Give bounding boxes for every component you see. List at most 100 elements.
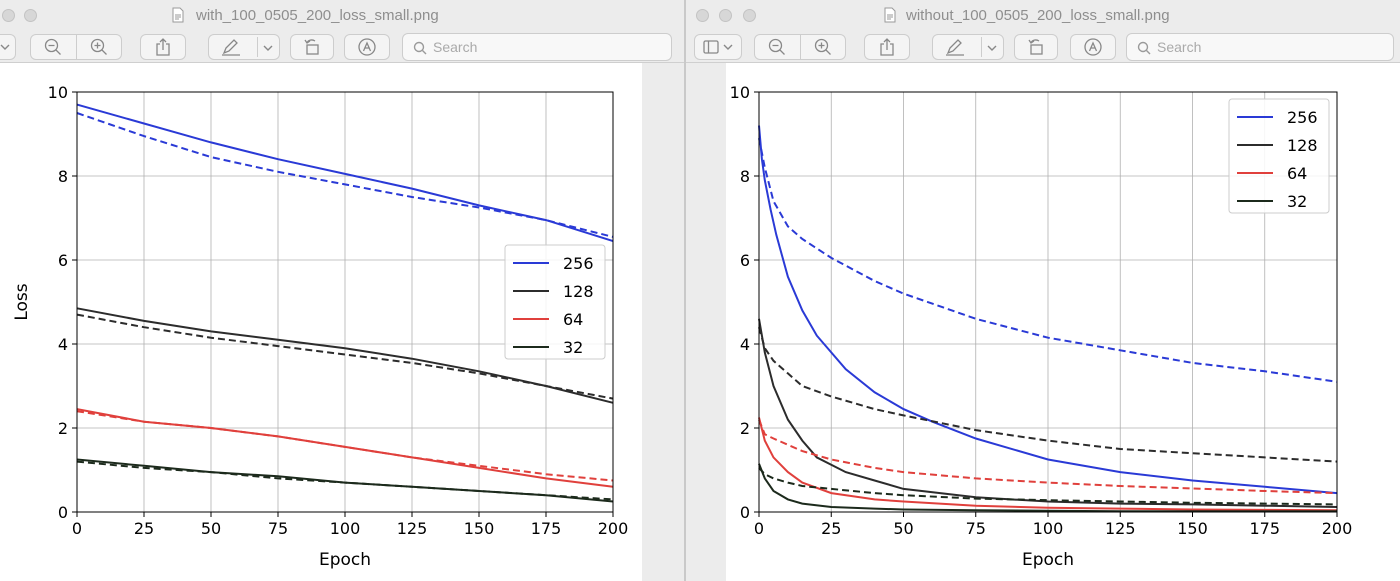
x-tick-label: 200 bbox=[1322, 519, 1353, 538]
x-axis-label: Epoch bbox=[1022, 550, 1074, 570]
legend-box bbox=[504, 244, 606, 360]
chevron-down-icon bbox=[0, 44, 9, 50]
x-tick-label: 125 bbox=[397, 519, 428, 538]
search-placeholder: Search bbox=[433, 39, 478, 55]
y-tick-label: 10 bbox=[48, 83, 68, 102]
y-tick-label: 6 bbox=[58, 251, 68, 270]
x-tick-label: 0 bbox=[754, 519, 764, 538]
toolbar: Search bbox=[686, 32, 1400, 63]
zoom-out-icon bbox=[45, 38, 62, 55]
sidebar-toggle-button[interactable] bbox=[694, 34, 742, 60]
minimize-window-button[interactable] bbox=[719, 9, 732, 22]
sidebar-icon bbox=[703, 40, 719, 54]
series-line-32-dashed bbox=[76, 460, 614, 501]
legend-label: 128 bbox=[563, 282, 594, 301]
document-icon bbox=[884, 7, 896, 23]
document-icon bbox=[172, 7, 184, 23]
window-background-strip bbox=[642, 63, 684, 581]
chevron-down-icon bbox=[263, 45, 273, 51]
zoom-window-button[interactable] bbox=[743, 9, 756, 22]
legend-label: 32 bbox=[1287, 192, 1307, 211]
zoom-in-icon bbox=[90, 38, 107, 55]
preview-window-right: without_100_0505_200_loss_small.png bbox=[686, 0, 1400, 581]
series-line-64-dashed bbox=[758, 419, 1338, 495]
x-tick-label: 100 bbox=[330, 519, 361, 538]
chart-svg: 02550751001251501752000246810EpochLoss25… bbox=[730, 83, 1353, 570]
search-icon bbox=[1137, 41, 1151, 55]
minimize-window-button[interactable] bbox=[24, 9, 37, 22]
annotate-button[interactable] bbox=[344, 34, 390, 60]
window-background-strip bbox=[686, 63, 726, 581]
y-axis-label: Loss bbox=[12, 283, 32, 320]
pen-icon bbox=[946, 39, 964, 56]
x-tick-label: 50 bbox=[201, 519, 221, 538]
series-line-256-dashed bbox=[758, 138, 1338, 383]
loss-chart-with: 0 25 50 75 100 125 150 175 200 0 2 4 6 8 10 Epoch Loss 25… bbox=[0, 63, 642, 581]
legend-label: 128 bbox=[1287, 136, 1318, 155]
titlebar: with_100_0505_200_loss_small.png bbox=[0, 0, 684, 32]
y-tick-label: 4 bbox=[740, 335, 750, 354]
series-line-128-dashed bbox=[76, 313, 614, 400]
zoom-out-icon bbox=[769, 38, 786, 55]
zoom-in-button[interactable] bbox=[801, 35, 846, 59]
close-window-button[interactable] bbox=[2, 9, 15, 22]
x-tick-label: 175 bbox=[531, 519, 562, 538]
window-divider bbox=[684, 0, 686, 581]
x-tick-label: 150 bbox=[464, 519, 495, 538]
legend-box bbox=[1228, 98, 1330, 214]
window-title: without_100_0505_200_loss_small.png bbox=[906, 7, 1170, 24]
zoom-in-icon bbox=[814, 38, 831, 55]
x-tick-label: 75 bbox=[268, 519, 288, 538]
loss-chart-without: 02550751001251501752000246810EpochLoss25… bbox=[726, 63, 1400, 581]
annotate-button[interactable] bbox=[1070, 34, 1116, 60]
y-tick-label: 8 bbox=[58, 167, 68, 186]
x-tick-label: 25 bbox=[821, 519, 841, 538]
series-line-32-dashed bbox=[758, 467, 1338, 506]
share-icon bbox=[156, 38, 170, 56]
legend-label: 64 bbox=[1287, 164, 1307, 183]
markup-button[interactable] bbox=[932, 34, 1004, 60]
series-line-256-solid bbox=[758, 125, 1338, 495]
x-tick-label: 150 bbox=[1177, 519, 1208, 538]
rotate-icon bbox=[1028, 39, 1043, 55]
titlebar: without_100_0505_200_loss_small.png bbox=[686, 0, 1400, 32]
close-window-button[interactable] bbox=[696, 9, 709, 22]
x-tick-label: 0 bbox=[72, 519, 82, 538]
rotate-button[interactable] bbox=[290, 34, 334, 60]
series-line-64-solid bbox=[758, 417, 1338, 512]
y-tick-label: 4 bbox=[58, 335, 68, 354]
search-icon bbox=[413, 41, 427, 55]
search-placeholder: Search bbox=[1157, 39, 1202, 55]
chevron-down-icon bbox=[987, 45, 997, 51]
y-tick-label: 2 bbox=[740, 419, 750, 438]
window-title: with_100_0505_200_loss_small.png bbox=[196, 7, 439, 24]
rotate-button[interactable] bbox=[1014, 34, 1058, 60]
markup-button[interactable] bbox=[208, 34, 280, 60]
share-button[interactable] bbox=[864, 34, 910, 60]
series-line-256-dashed bbox=[76, 112, 614, 238]
legend-label: 64 bbox=[563, 310, 583, 329]
x-tick-label: 75 bbox=[966, 519, 986, 538]
y-tick-label: 2 bbox=[58, 419, 68, 438]
legend-label: 256 bbox=[1287, 108, 1318, 127]
x-tick-label: 100 bbox=[1033, 519, 1064, 538]
share-button[interactable] bbox=[140, 34, 186, 60]
x-axis-label: Epoch bbox=[319, 550, 371, 570]
zoom-in-button[interactable] bbox=[77, 35, 122, 59]
x-tick-label: 50 bbox=[893, 519, 913, 538]
y-tick-label: 8 bbox=[740, 167, 750, 186]
series-line-64-dashed bbox=[76, 410, 614, 482]
zoom-out-button[interactable] bbox=[755, 35, 801, 59]
legend-label: 256 bbox=[563, 254, 594, 273]
y-tick-label: 0 bbox=[740, 503, 750, 522]
sidebar-toggle-button[interactable] bbox=[0, 34, 16, 60]
zoom-out-button[interactable] bbox=[31, 35, 77, 59]
search-field[interactable]: Search bbox=[402, 33, 672, 61]
x-tick-label: 25 bbox=[134, 519, 154, 538]
zoom-button-group bbox=[30, 34, 122, 60]
pen-icon bbox=[222, 39, 240, 56]
search-field[interactable]: Search bbox=[1126, 33, 1394, 61]
markup-circle-icon bbox=[358, 38, 376, 56]
y-tick-label: 10 bbox=[730, 83, 750, 102]
